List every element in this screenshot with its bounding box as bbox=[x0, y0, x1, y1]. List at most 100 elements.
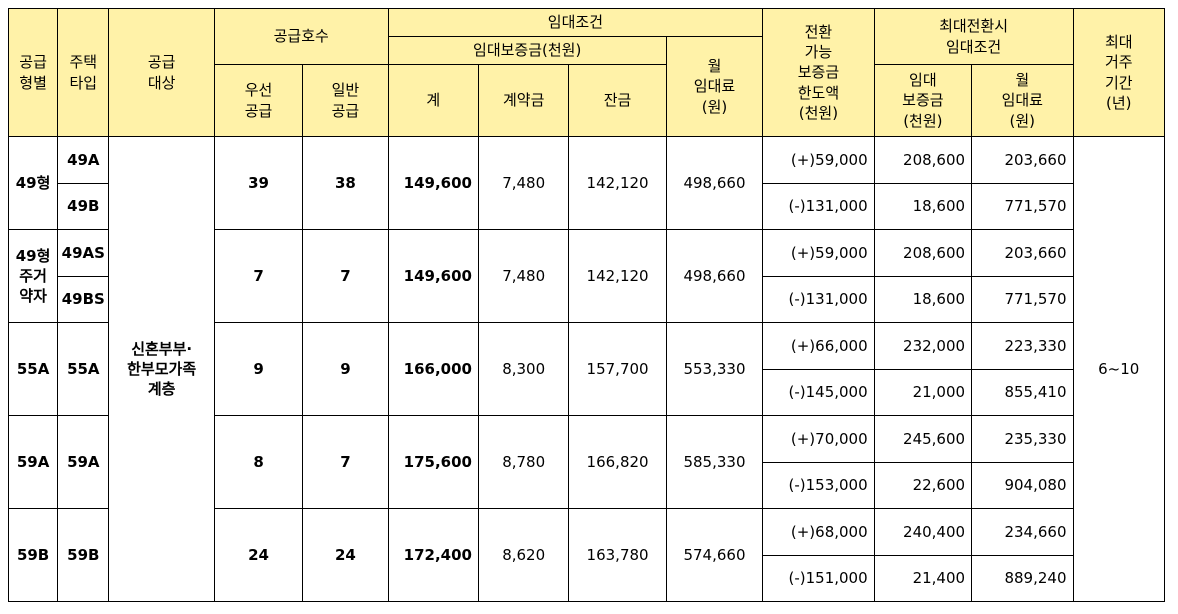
conv-deposit-cell: 245,600 bbox=[873, 415, 973, 463]
deposit-total-cell: 166,000 bbox=[387, 322, 479, 416]
general-supply-cell: 7 bbox=[302, 415, 389, 509]
conv-deposit-cell: 21,400 bbox=[873, 554, 973, 602]
header-lease-terms: 임대조건 bbox=[387, 8, 764, 37]
header-contract-deposit: 계약금 bbox=[477, 64, 570, 137]
priority-supply-cell: 7 bbox=[213, 229, 304, 323]
monthly-rent-cell: 498,660 bbox=[665, 229, 764, 323]
supply-type-cell: 49형 bbox=[7, 136, 59, 230]
balance-cell: 142,120 bbox=[568, 229, 667, 323]
conversion-limit-cell: (+)68,000 bbox=[762, 508, 875, 556]
conv-deposit-cell: 240,400 bbox=[873, 508, 973, 556]
header-conversion-limit: 전환 가능 보증금 한도액 (천원) bbox=[762, 8, 875, 137]
header-conv-rent: 월 임대료 (원) bbox=[971, 64, 1074, 137]
conv-deposit-cell: 18,600 bbox=[873, 182, 973, 230]
general-supply-cell: 24 bbox=[302, 508, 389, 602]
conversion-limit-cell: (-)131,000 bbox=[762, 182, 875, 230]
conv-deposit-cell: 21,000 bbox=[873, 368, 973, 416]
house-type-cell: 55A bbox=[57, 322, 110, 416]
contract-deposit-cell: 8,300 bbox=[477, 322, 570, 416]
contract-deposit-cell: 7,480 bbox=[477, 229, 570, 323]
supply-type-cell-line: 55A bbox=[16, 359, 50, 378]
supply-type-cell-line: 49형 bbox=[15, 246, 51, 265]
supply-type-cell: 59A bbox=[7, 415, 59, 509]
supply-type-cell: 59B bbox=[7, 508, 59, 602]
monthly-rent-cell: 585,330 bbox=[665, 415, 764, 509]
balance-cell: 157,700 bbox=[568, 322, 667, 416]
conversion-limit-cell: (-)131,000 bbox=[762, 275, 875, 323]
deposit-total-cell: 172,400 bbox=[387, 508, 479, 602]
header-conv-deposit: 임대 보증금 (천원) bbox=[873, 64, 973, 137]
contract-deposit-cell: 7,480 bbox=[477, 136, 570, 230]
header-total: 계 bbox=[387, 64, 479, 137]
house-type-cell: 59B bbox=[57, 508, 110, 602]
balance-cell: 142,120 bbox=[568, 136, 667, 230]
priority-supply-cell: 24 bbox=[213, 508, 304, 602]
deposit-total-cell: 175,600 bbox=[387, 415, 479, 509]
conversion-limit-cell: (-)153,000 bbox=[762, 461, 875, 509]
monthly-rent-cell: 553,330 bbox=[665, 322, 764, 416]
balance-cell: 163,780 bbox=[568, 508, 667, 602]
general-supply-cell: 38 bbox=[302, 136, 389, 230]
conv-deposit-cell: 22,600 bbox=[873, 461, 973, 509]
supply-type-cell-line: 59A bbox=[16, 452, 50, 471]
conversion-limit-cell: (-)145,000 bbox=[762, 368, 875, 416]
house-type-cell: 49AS bbox=[57, 229, 110, 277]
table-row: 49형 49A 신혼부부· 한부모가족 계층 39 38 149,600 7,480 142,12… bbox=[7, 136, 1165, 602]
header-supply-type: 공급 형별 bbox=[7, 8, 59, 137]
conversion-limit-cell: (+)70,000 bbox=[762, 415, 875, 463]
header-max-residence: 최대 거주 기간 (년) bbox=[1072, 8, 1165, 137]
header-monthly-rent: 월 임대료 (원) bbox=[665, 36, 764, 137]
conversion-limit-cell: (+)59,000 bbox=[762, 136, 875, 184]
supply-type-cell-line: 약자 bbox=[19, 287, 47, 306]
header-lease-deposit: 임대보증금(천원) bbox=[387, 36, 667, 65]
table-row: 59A 59A 8 7 175,600 8,780 166,820 585,330 (+)70,… bbox=[7, 415, 1165, 509]
conv-rent-cell: 889,240 bbox=[971, 554, 1074, 602]
supply-target-cell-line: 계층 bbox=[147, 380, 176, 399]
conv-rent-cell: 235,330 bbox=[971, 415, 1074, 463]
conversion-limit-cell: (+)66,000 bbox=[762, 322, 875, 370]
supply-type-cell: 55A bbox=[7, 322, 59, 416]
conv-deposit-cell: 232,000 bbox=[873, 322, 973, 370]
deposit-total-cell: 149,600 bbox=[387, 136, 479, 230]
rental-supply-table: 공급 형별 주택 타입 공급 대상 공급호수 임대조건 전환 가능 보증금 한도액 (천원) … bbox=[7, 8, 1165, 602]
header-balance: 잔금 bbox=[568, 64, 667, 137]
monthly-rent-cell: 498,660 bbox=[665, 136, 764, 230]
supply-target-cell-line: 신혼부부· bbox=[131, 339, 193, 358]
conversion-limit-cell: (+)59,000 bbox=[762, 229, 875, 277]
table-row: (-)151,000 21,400 889,240 bbox=[9, 554, 1165, 602]
table-row: 59B 59B 24 24 172,400 8,620 163,780 574,660 (+)6… bbox=[7, 508, 1165, 602]
conversion-limit-cell: (-)151,000 bbox=[762, 554, 875, 602]
header-max-conversion: 최대전환시 임대조건 bbox=[873, 8, 1074, 65]
conv-rent-cell: 234,660 bbox=[971, 508, 1074, 556]
conv-rent-cell: 771,570 bbox=[971, 275, 1074, 323]
deposit-total-cell: 149,600 bbox=[387, 229, 479, 323]
general-supply-cell: 7 bbox=[302, 229, 389, 323]
house-type-cell: 49A bbox=[57, 136, 110, 184]
conv-rent-cell: 771,570 bbox=[971, 182, 1074, 230]
conv-rent-cell: 855,410 bbox=[971, 368, 1074, 416]
contract-deposit-cell: 8,780 bbox=[477, 415, 570, 509]
table-row: 49BS (-)131,000 18,600 771,570 bbox=[9, 275, 1165, 323]
conv-rent-cell: 904,080 bbox=[971, 461, 1074, 509]
table-header: 공급 형별 주택 타입 공급 대상 공급호수 임대조건 전환 가능 보증금 한도액 (천원) … bbox=[7, 8, 1165, 137]
priority-supply-cell: 39 bbox=[213, 136, 304, 230]
table-row: 55A 55A 9 9 166,000 8,300 157,700 553,330 (+)66,… bbox=[7, 322, 1165, 416]
header-supply-target: 공급 대상 bbox=[108, 8, 215, 137]
header-house-type: 주택 타입 bbox=[57, 8, 110, 137]
conv-deposit-cell: 208,600 bbox=[873, 229, 973, 277]
supply-target-cell-line: 한부모가족 bbox=[127, 359, 197, 378]
table-row: (-)153,000 22,600 904,080 bbox=[9, 461, 1165, 509]
house-type-cell: 49BS bbox=[57, 275, 110, 323]
conv-rent-cell: 203,660 bbox=[971, 136, 1074, 184]
priority-supply-cell: 9 bbox=[213, 322, 304, 416]
table-row: 49B (-)131,000 18,600 771,570 bbox=[9, 182, 1165, 230]
header-priority-supply: 우선 공급 bbox=[213, 64, 304, 137]
supply-type-cell-line: 주거 bbox=[19, 266, 47, 285]
general-supply-cell: 9 bbox=[302, 322, 389, 416]
contract-deposit-cell: 8,620 bbox=[477, 508, 570, 602]
house-type-cell: 59A bbox=[57, 415, 110, 509]
supply-type-cell-line: 59B bbox=[16, 545, 50, 564]
supply-type-cell-line: 49형 bbox=[15, 173, 51, 192]
